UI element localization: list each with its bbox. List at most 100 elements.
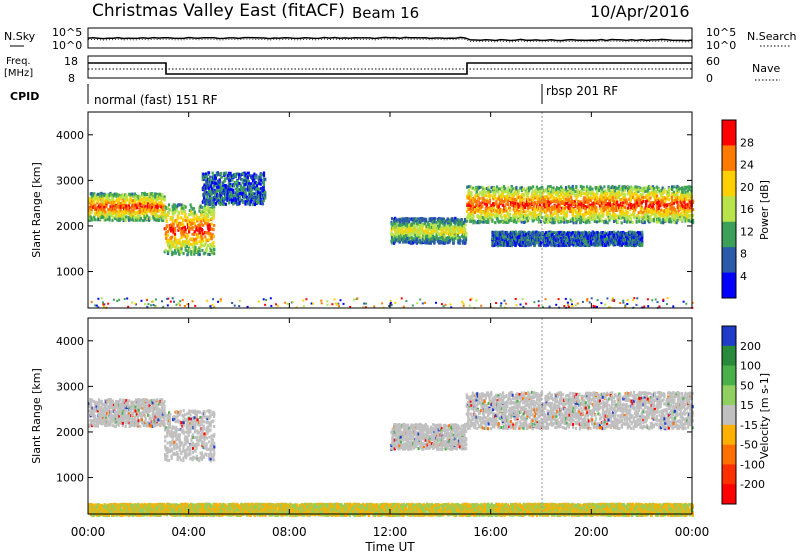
scatter-cell	[262, 178, 266, 182]
scatter-cell	[440, 221, 443, 224]
scatter-cell	[209, 181, 212, 185]
scatter-cell	[422, 224, 425, 228]
scatter-cell	[227, 180, 231, 184]
scatter-cell	[237, 190, 240, 194]
scatter-cell	[210, 222, 213, 226]
scatter-cell	[211, 187, 214, 191]
scatter-cell	[396, 239, 399, 243]
scatter-cell	[233, 180, 236, 184]
scatter-cell	[227, 182, 231, 186]
scatter-cell	[181, 212, 184, 215]
scatter-cell	[415, 237, 419, 241]
scatter-cell	[547, 197, 550, 201]
scatter-cell	[432, 239, 435, 243]
scatter-cell	[133, 206, 136, 210]
scatter-cell	[664, 199, 667, 203]
freq-frame	[87, 55, 693, 79]
scatter-cell	[190, 222, 193, 226]
scatter-cell	[183, 210, 186, 214]
scatter-cell	[197, 250, 200, 253]
nave-tick-top: 60	[706, 55, 720, 68]
scatter-cell	[206, 221, 209, 225]
scatter-cell	[434, 224, 437, 227]
scatter-cell	[246, 197, 249, 201]
scatter-cell	[148, 216, 151, 220]
scatter-cell	[100, 212, 103, 216]
scatter-cell	[417, 235, 420, 238]
scatter-cell	[425, 218, 428, 222]
scatter-cell	[197, 235, 200, 239]
scatter-cell	[405, 217, 408, 221]
scatter-cell	[188, 209, 191, 213]
scatter-cell	[158, 204, 161, 208]
scatter-cell	[178, 246, 181, 250]
scatter-cell	[165, 225, 168, 229]
scatter-cell	[442, 237, 445, 241]
scatter-cell	[187, 218, 190, 222]
scatter-cell	[170, 246, 173, 250]
scatter-cell	[430, 223, 433, 227]
scatter-cell	[213, 245, 216, 248]
scatter-cell	[178, 238, 181, 242]
scatter-cell	[199, 236, 202, 240]
scatter-cell	[638, 216, 641, 220]
scatter-cell	[627, 211, 630, 215]
scatter-cell	[121, 211, 124, 215]
scatter-cell	[147, 205, 150, 209]
scatter-cell	[202, 223, 205, 227]
scatter-cell	[91, 199, 94, 203]
scatter-cell	[486, 212, 490, 215]
scatter-cell	[572, 208, 575, 212]
scatter-cell	[598, 189, 601, 193]
scatter-cell	[101, 211, 104, 215]
scatter-cell	[440, 235, 443, 239]
scatter-cell	[395, 233, 398, 237]
scatter-cell	[138, 214, 141, 218]
freq-series	[88, 62, 692, 75]
scatter-cell	[188, 213, 191, 217]
scatter-cell	[439, 236, 442, 240]
scatter-cell	[486, 200, 490, 204]
scatter-cell	[139, 202, 142, 206]
scatter-cell	[602, 214, 605, 218]
scatter-cell	[262, 199, 265, 202]
scatter-cell	[212, 227, 215, 231]
scatter-cell	[220, 191, 224, 195]
scatter-cell	[226, 196, 229, 200]
scatter-cell	[487, 185, 490, 189]
scatter-cell	[96, 218, 99, 222]
scatter-cell	[547, 192, 550, 196]
scatter-cell	[165, 215, 168, 219]
scatter-cell	[639, 211, 642, 215]
scatter-cell	[575, 185, 578, 189]
scatter-cell	[209, 196, 212, 200]
scatter-cell	[191, 222, 194, 225]
scatter-cell	[128, 192, 131, 196]
scatter-cell	[114, 199, 117, 203]
scatter-cell	[401, 225, 404, 229]
scatter-cell	[184, 213, 187, 216]
scatter-cell	[446, 228, 450, 232]
scatter-cell	[245, 195, 249, 199]
scatter-cell	[199, 244, 202, 248]
scatter-cell	[205, 191, 208, 195]
scatter-cell	[165, 237, 168, 240]
scatter-cell	[198, 253, 201, 257]
scatter-cell	[152, 208, 155, 212]
scatter-cell	[234, 201, 237, 205]
scatter-cell	[226, 192, 229, 196]
scatter-cell	[183, 225, 186, 229]
scatter-cell	[170, 223, 173, 227]
scatter-cell	[413, 221, 416, 225]
scatter-cell	[262, 171, 266, 175]
scatter-cell	[124, 219, 127, 222]
scatter-cell	[218, 178, 221, 182]
scatter-cell	[220, 194, 223, 198]
scatter-cell	[94, 196, 97, 199]
scatter-cell	[124, 197, 127, 201]
scatter-cell	[148, 218, 151, 221]
freq-unit-label: [MHz]	[4, 68, 33, 79]
scatter-cell	[583, 187, 586, 191]
scatter-cell	[154, 214, 157, 217]
scatter-cell	[122, 203, 125, 207]
